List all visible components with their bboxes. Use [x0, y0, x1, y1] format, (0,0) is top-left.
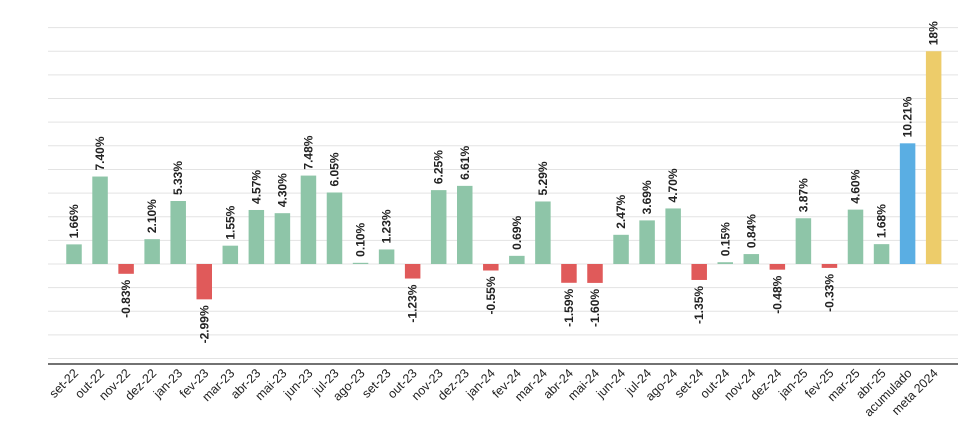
data-label: -0.83% [119, 279, 133, 317]
category-label: jun-24 [593, 366, 628, 401]
bar [92, 176, 108, 264]
bar [326, 192, 343, 264]
bar [144, 239, 160, 264]
data-label: 1.55% [223, 205, 237, 239]
bar [352, 262, 369, 264]
bar [118, 264, 134, 274]
data-label: 4.30% [275, 173, 289, 207]
bar [639, 220, 655, 264]
data-label: 6.25% [432, 150, 446, 184]
bar [769, 264, 786, 270]
data-label: 0.69% [510, 215, 524, 249]
data-label: 1.68% [875, 204, 889, 238]
bar [743, 254, 760, 264]
bar [248, 209, 265, 264]
category-label: jun-23 [280, 366, 315, 401]
category-label: jan-25 [775, 366, 810, 401]
data-label: 2.47% [614, 194, 628, 228]
bar [483, 264, 499, 271]
data-label: 10.21% [901, 96, 915, 137]
bar [665, 208, 681, 264]
data-label: 2.10% [145, 199, 159, 233]
data-label: 0.15% [718, 222, 732, 256]
data-label: 7.48% [301, 135, 315, 169]
bar-series [66, 51, 942, 300]
data-label: 7.40% [93, 136, 107, 170]
data-label: -0.48% [770, 275, 784, 313]
bar [587, 264, 603, 283]
bar [404, 264, 421, 279]
data-label: -1.60% [588, 289, 602, 327]
bar [717, 262, 733, 264]
data-label: -0.55% [484, 276, 498, 314]
data-label: 6.05% [328, 152, 342, 186]
data-label: 0.10% [354, 222, 368, 256]
category-label: jan-24 [463, 366, 498, 401]
category-tick-labels: set-22out-22nov-22dez-22jan-23fev-23mar-… [47, 366, 941, 419]
bar [222, 245, 239, 264]
bar [925, 51, 942, 264]
data-label: 4.57% [249, 170, 263, 204]
bar [847, 209, 864, 264]
data-label: -1.23% [406, 284, 420, 322]
bar [873, 244, 890, 264]
bar [457, 185, 473, 264]
data-label: 0.84% [744, 214, 758, 248]
data-label: 5.33% [171, 161, 185, 195]
bar [561, 264, 577, 283]
data-label: 3.69% [640, 180, 654, 214]
data-labels: 1.66% 7.40% -0.83% 2.10% 5.33% -2.99% 1.55% 4.5… [67, 21, 941, 343]
bar [821, 264, 838, 268]
data-label: -2.99% [197, 305, 211, 343]
data-label: 5.29% [536, 161, 550, 195]
bar [196, 264, 212, 300]
data-label: 1.66% [67, 204, 81, 238]
data-label: 6.61% [458, 146, 472, 180]
bar [378, 249, 395, 264]
bar [613, 234, 629, 264]
data-label: -1.59% [562, 288, 576, 326]
bar [795, 218, 812, 264]
data-label: 4.70% [666, 168, 680, 202]
bar [535, 201, 551, 264]
data-label: 4.60% [849, 169, 863, 203]
bar [430, 190, 447, 264]
data-label: 3.87% [796, 178, 810, 212]
bar [509, 255, 525, 264]
bar [300, 175, 317, 264]
data-label: 1.23% [380, 209, 394, 243]
gridlines [48, 27, 958, 360]
category-label: jan-23 [150, 366, 185, 401]
data-label: -0.33% [822, 274, 836, 312]
data-label: 18% [927, 21, 941, 45]
bar [691, 264, 707, 280]
bar [899, 143, 916, 264]
bar [170, 200, 186, 264]
bar [274, 213, 291, 264]
data-label: -1.35% [692, 286, 706, 324]
bar [66, 244, 82, 264]
